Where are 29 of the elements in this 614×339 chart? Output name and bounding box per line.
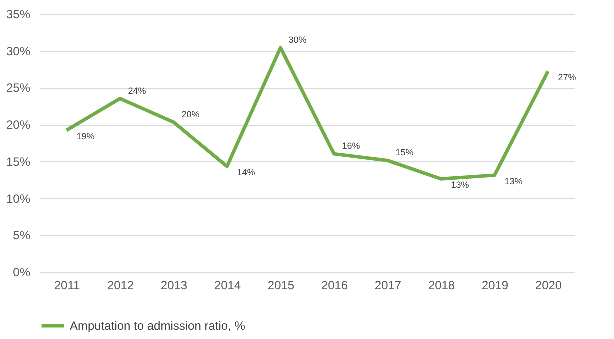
y-tick-label: 5% xyxy=(13,228,31,243)
data-label: 19% xyxy=(76,131,95,142)
legend-label: Amputation to admission ratio, % xyxy=(70,319,246,333)
x-tick-label: 2017 xyxy=(374,278,402,292)
x-tick-label: 2018 xyxy=(428,278,456,292)
data-label: 30% xyxy=(288,34,307,45)
data-label: 14% xyxy=(237,168,256,178)
y-tick-label: 35% xyxy=(6,8,31,22)
data-label: 15% xyxy=(396,148,414,158)
y-tick-label: 15% xyxy=(6,154,31,169)
x-tick-label: 2013 xyxy=(160,278,188,292)
data-label: 13% xyxy=(504,176,523,186)
x-tick-label: 2011 xyxy=(54,278,80,292)
data-label: 24% xyxy=(128,86,146,96)
data-label: 13% xyxy=(451,180,470,190)
data-label: 20% xyxy=(182,109,200,120)
x-tick-label: 2015 xyxy=(268,278,295,292)
x-tick-label: 2019 xyxy=(482,278,509,292)
data-label: 16% xyxy=(342,141,360,152)
x-tick-label: 2016 xyxy=(321,278,348,292)
y-tick-label: 30% xyxy=(6,44,31,58)
y-tick-label: 25% xyxy=(6,81,31,96)
x-tick-label: 2020 xyxy=(535,278,562,292)
y-tick-label: 10% xyxy=(6,192,31,206)
y-tick-label: 20% xyxy=(6,118,31,132)
x-tick-label: 2012 xyxy=(107,278,134,292)
x-tick-label: 2014 xyxy=(214,278,242,292)
data-label: 27% xyxy=(558,72,576,82)
y-tick-label: 0% xyxy=(13,266,31,280)
